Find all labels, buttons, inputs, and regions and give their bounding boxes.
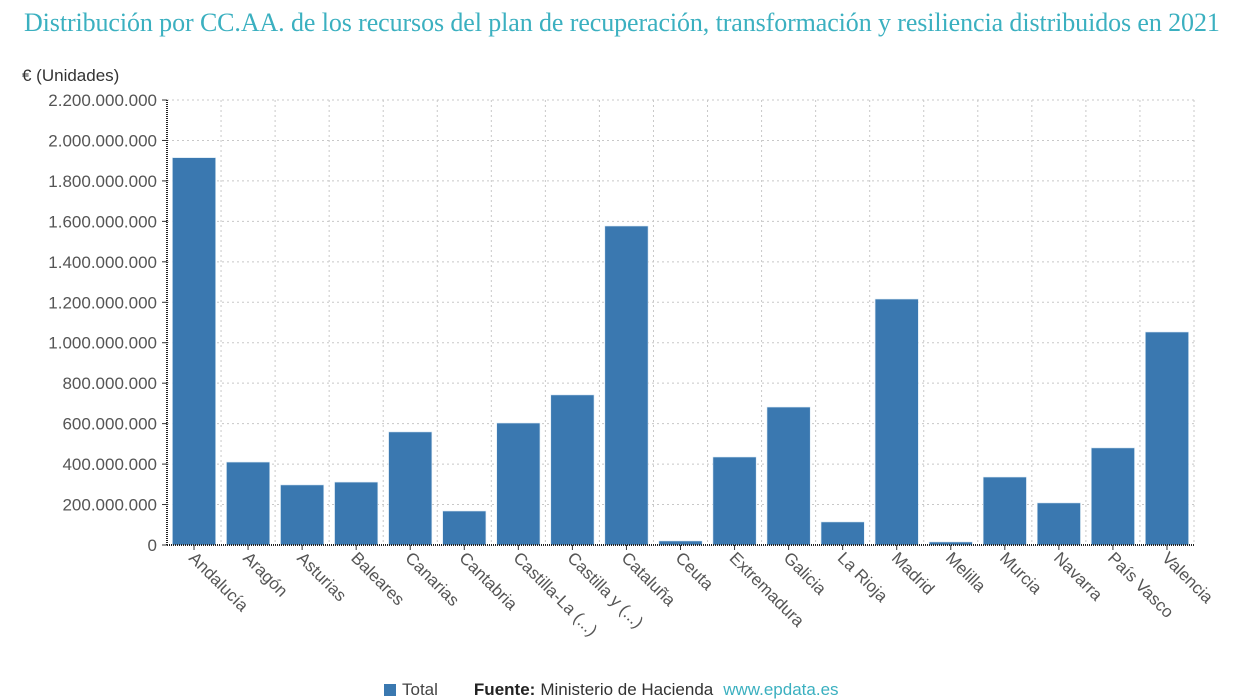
y-tick-labels: 0 200.000.000 400.000.000 600.000.000 800.00… xyxy=(48,91,157,555)
bar-madrid[interactable] xyxy=(874,298,919,546)
chart-title: Distribución por CC.AA. de los recursos … xyxy=(24,8,1220,37)
y-tick-label: 0 xyxy=(148,536,157,555)
x-tick-label: Galicia xyxy=(780,548,831,599)
x-tick-label: La Rioja xyxy=(834,548,892,606)
y-tick-label: 2.200.000.000 xyxy=(48,91,157,110)
bar-asturias[interactable] xyxy=(280,484,325,546)
x-tick-label: Cantabria xyxy=(455,548,521,614)
source-label: Fuente: xyxy=(473,680,536,699)
y-tick-label: 400.000.000 xyxy=(62,455,157,474)
y-tick-label: 1.000.000.000 xyxy=(48,334,157,353)
legend-item-total: Total xyxy=(402,680,438,699)
bar-galicia[interactable] xyxy=(766,406,811,546)
bar-castilla-y[interactable] xyxy=(550,394,595,546)
y-tick-label: 1.600.000.000 xyxy=(48,212,157,231)
bar-cantabria[interactable] xyxy=(442,510,487,546)
bar-murcia[interactable] xyxy=(982,476,1027,546)
chart-footer: Total Fuente: Ministerio de Hacienda www… xyxy=(384,680,839,700)
x-tick-label: Canarias xyxy=(401,548,463,610)
y-tick-label: 600.000.000 xyxy=(62,415,157,434)
x-tick-label: Asturias xyxy=(293,548,350,605)
bar-baleares[interactable] xyxy=(334,481,379,546)
x-tick-label: Murcia xyxy=(996,548,1046,598)
y-tick-label: 1.400.000.000 xyxy=(48,253,157,272)
bar-la-rioja[interactable] xyxy=(820,521,865,546)
x-tick-label: Navarra xyxy=(1050,548,1107,605)
x-tick-label: Baleares xyxy=(347,548,408,609)
bar-valencia[interactable] xyxy=(1145,331,1189,546)
x-tick-label: Melilla xyxy=(942,548,990,596)
bar-cataluña[interactable] xyxy=(604,225,649,546)
y-tick-label: 2.000.000.000 xyxy=(48,131,157,150)
axes xyxy=(162,99,1194,550)
bars xyxy=(172,157,1189,546)
y-tick-label: 1.200.000.000 xyxy=(48,293,157,312)
bar-navarra[interactable] xyxy=(1036,502,1081,546)
bar-castilla-la[interactable] xyxy=(496,422,541,546)
source-link[interactable]: www.epdata.es xyxy=(723,680,839,699)
bar-país-vasco[interactable] xyxy=(1091,447,1135,546)
legend-swatch xyxy=(384,684,396,696)
y-axis-unit-label: € (Unidades) xyxy=(22,66,119,85)
bar-aragón[interactable] xyxy=(226,461,271,546)
x-tick-label: Aragón xyxy=(239,548,291,600)
grid-lines xyxy=(167,99,1195,545)
x-tick-label: Ceuta xyxy=(672,548,718,594)
bar-canarias[interactable] xyxy=(388,431,433,546)
y-tick-label: 200.000.000 xyxy=(62,496,157,515)
x-tick-label: Madrid xyxy=(888,548,938,598)
bar-andalucía[interactable] xyxy=(172,157,216,546)
y-tick-label: 1.800.000.000 xyxy=(48,172,157,191)
source-value: Ministerio de Hacienda xyxy=(540,680,714,699)
y-tick-label: 800.000.000 xyxy=(62,374,157,393)
bar-extremadura[interactable] xyxy=(712,456,757,546)
